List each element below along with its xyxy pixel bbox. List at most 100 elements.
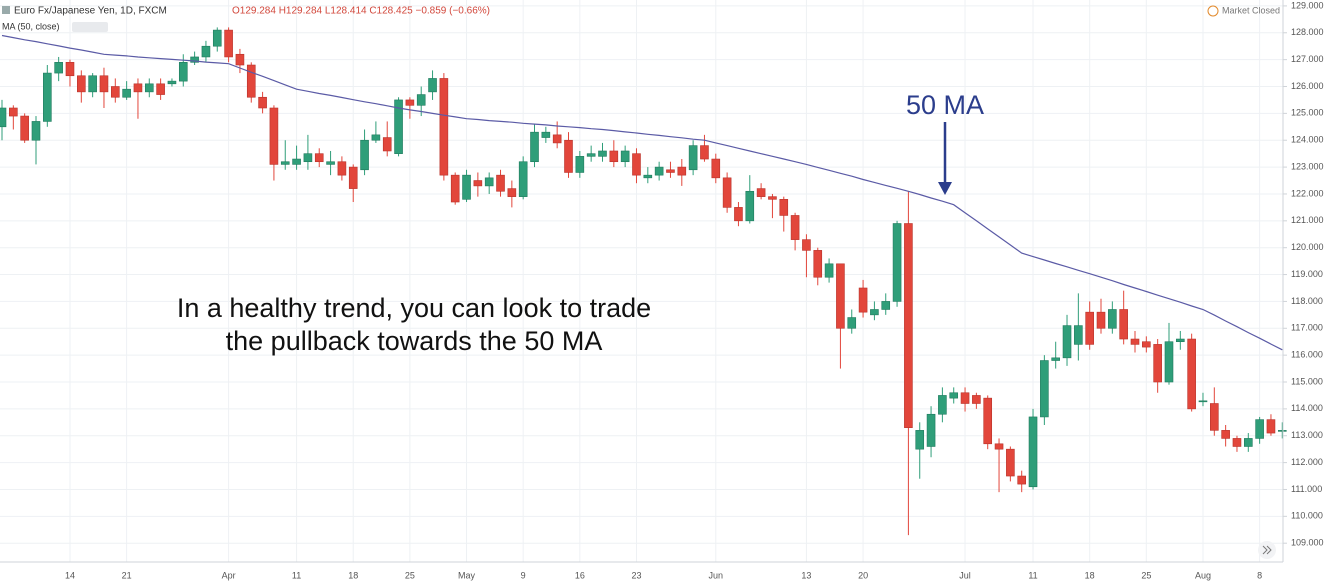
candle-body — [77, 75, 86, 93]
candle-body — [292, 158, 301, 165]
candle-body — [768, 196, 777, 200]
candle-body — [337, 161, 347, 176]
x-tick-label: 9 — [521, 570, 526, 580]
candle-body — [1051, 357, 1060, 361]
x-tick-label: 11 — [1028, 570, 1037, 580]
y-tick-label: 115.000 — [1291, 376, 1323, 386]
x-tick-label: 11 — [292, 570, 301, 580]
candle-body — [802, 239, 811, 251]
candle-body — [1232, 438, 1242, 447]
candle-body — [212, 29, 222, 47]
candle-body — [416, 94, 426, 106]
candle-body — [1062, 325, 1072, 359]
candle-body — [507, 188, 517, 197]
candle-body — [836, 263, 845, 329]
candle-body — [632, 153, 641, 176]
x-tick-label: 14 — [65, 570, 75, 580]
candle-body — [133, 83, 143, 93]
candle-body — [700, 145, 709, 160]
y-tick-label: 111.000 — [1291, 484, 1322, 494]
x-tick-label: May — [458, 570, 476, 580]
symbol-icon — [2, 6, 10, 14]
candle-body — [1164, 341, 1174, 383]
candle-body — [711, 158, 721, 179]
ohlc-readout: O129.284 H129.284 L128.414 C128.425 −0.8… — [232, 6, 490, 17]
candle-body — [609, 150, 619, 163]
candle-body — [575, 156, 585, 173]
candle-body — [303, 153, 313, 163]
candle-body — [1176, 338, 1185, 343]
scroll-icon — [1262, 545, 1272, 555]
candle-body — [960, 392, 970, 404]
candle-body — [99, 75, 109, 93]
candle-body — [144, 83, 154, 93]
x-tick-label: 8 — [1257, 570, 1262, 580]
y-tick-label: 118.000 — [1291, 296, 1323, 306]
y-tick-label: 117.000 — [1291, 323, 1323, 333]
y-tick-label: 129.000 — [1291, 0, 1324, 10]
candle-body — [9, 107, 18, 117]
candle-body — [722, 177, 732, 208]
caption-line: In a healthy trend, you can look to trad… — [177, 293, 651, 323]
candle-body — [484, 177, 494, 187]
candle-body — [949, 392, 959, 399]
candle-body — [1210, 403, 1219, 431]
candle-body — [1085, 311, 1094, 345]
candle-body — [269, 107, 279, 165]
candle-body — [1153, 344, 1162, 383]
status-icon — [1207, 5, 1219, 17]
candle-body — [1244, 438, 1253, 447]
x-tick-label: Jul — [959, 570, 971, 580]
candle-body — [1142, 341, 1151, 348]
candle-body — [1221, 430, 1230, 439]
candle-body — [756, 188, 766, 197]
candle-body — [643, 174, 653, 179]
y-tick-label: 119.000 — [1291, 269, 1323, 279]
y-tick-label: 116.000 — [1291, 350, 1323, 360]
candle-body — [541, 131, 551, 138]
candle-body — [167, 80, 177, 85]
y-tick-label: 120.000 — [1291, 242, 1324, 252]
candle-body — [20, 115, 29, 141]
candle-body — [1187, 338, 1196, 410]
candle-body — [1266, 419, 1276, 434]
y-tick-label: 112.000 — [1291, 457, 1323, 467]
candle-body — [847, 317, 857, 329]
candle-body — [439, 78, 449, 176]
candle-body — [450, 174, 460, 203]
y-tick-label: 113.000 — [1291, 430, 1323, 440]
candle-body — [348, 166, 358, 189]
x-tick-label: Jun — [709, 570, 724, 580]
candle-body — [394, 99, 403, 154]
candle-body — [235, 53, 245, 66]
candle-body — [360, 139, 369, 171]
candle-body — [1040, 360, 1049, 418]
candle-body — [31, 121, 41, 141]
indicator-controls[interactable] — [72, 22, 108, 32]
candle-body — [326, 161, 335, 165]
candle-body — [994, 443, 1004, 450]
candle-body — [280, 161, 290, 165]
candle-body — [858, 287, 868, 313]
candle-body — [790, 215, 800, 240]
candle-body — [258, 96, 267, 109]
candle-body — [246, 64, 256, 98]
candle-body — [156, 83, 165, 95]
y-tick-label: 126.000 — [1291, 81, 1324, 91]
candle-body — [473, 180, 483, 187]
ma-annotation: 50 MA — [906, 90, 984, 120]
x-tick-label: 18 — [1085, 570, 1095, 580]
y-tick-label: 128.000 — [1291, 27, 1324, 37]
candle-body — [813, 250, 823, 278]
candle-body — [496, 174, 505, 192]
candle-body — [1096, 311, 1106, 329]
candle-body — [518, 161, 528, 197]
candle-body — [677, 166, 687, 176]
candle-body — [620, 150, 630, 163]
x-tick-label: 13 — [801, 570, 811, 580]
candle-body — [745, 190, 755, 222]
candle-body — [43, 72, 52, 122]
candle-body — [1130, 338, 1140, 345]
